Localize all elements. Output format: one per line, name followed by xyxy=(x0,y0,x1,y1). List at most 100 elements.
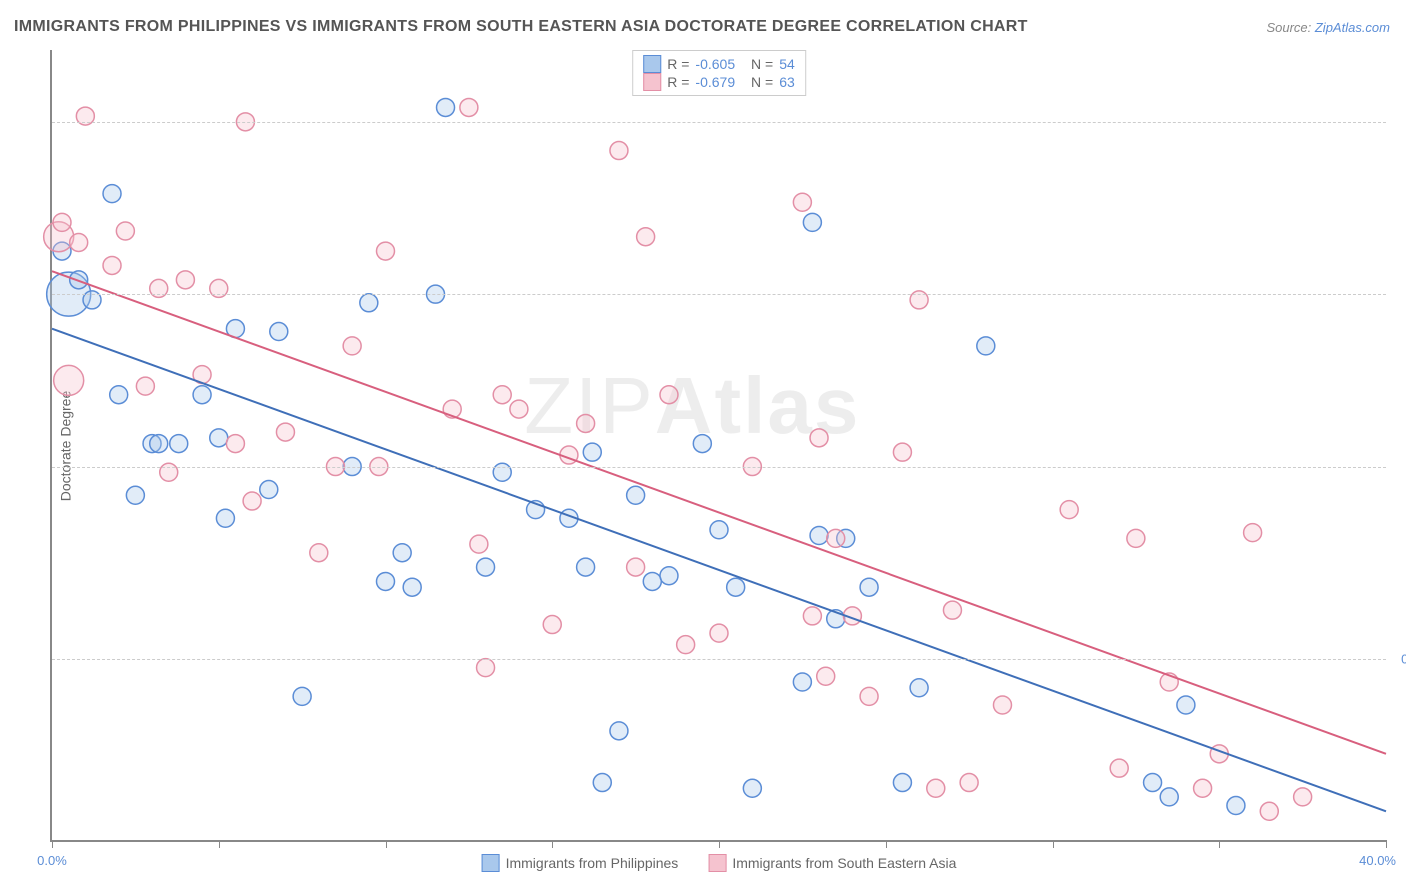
gridline xyxy=(52,122,1386,123)
n-label: N = xyxy=(751,56,773,72)
swatch-series-2-bottom xyxy=(708,854,726,872)
data-point xyxy=(993,696,1011,714)
data-point xyxy=(677,636,695,654)
r-value-2: -0.679 xyxy=(695,74,735,90)
data-point xyxy=(176,271,194,289)
correlation-legend: R = -0.605 N = 54 R = -0.679 N = 63 xyxy=(632,50,806,96)
x-tick xyxy=(886,840,887,848)
data-point xyxy=(493,386,511,404)
x-tick xyxy=(52,840,53,848)
data-point xyxy=(116,222,134,240)
gridline xyxy=(52,659,1386,660)
data-point xyxy=(510,400,528,418)
data-point xyxy=(136,377,154,395)
data-point xyxy=(1160,788,1178,806)
series-legend: Immigrants from Philippines Immigrants f… xyxy=(482,854,957,872)
data-point xyxy=(577,414,595,432)
source-prefix: Source: xyxy=(1266,20,1314,35)
data-point xyxy=(1127,529,1145,547)
data-point xyxy=(977,337,995,355)
n-value-2: 63 xyxy=(779,74,795,90)
data-point xyxy=(810,429,828,447)
data-point xyxy=(793,193,811,211)
n-value-1: 54 xyxy=(779,56,795,72)
data-point xyxy=(393,544,411,562)
data-point xyxy=(1227,797,1245,815)
source-attribution: Source: ZipAtlas.com xyxy=(1266,20,1390,35)
data-point xyxy=(803,213,821,231)
data-point xyxy=(927,779,945,797)
data-point xyxy=(293,687,311,705)
data-point xyxy=(803,607,821,625)
data-point xyxy=(110,386,128,404)
swatch-series-2 xyxy=(643,73,661,91)
data-point xyxy=(727,578,745,596)
data-point xyxy=(1194,779,1212,797)
data-point xyxy=(743,779,761,797)
y-tick-label: 0.63% xyxy=(1401,652,1406,667)
data-point xyxy=(660,386,678,404)
data-point xyxy=(477,558,495,576)
swatch-series-1-bottom xyxy=(482,854,500,872)
scatter-svg xyxy=(52,50,1386,840)
data-point xyxy=(643,572,661,590)
data-point xyxy=(610,142,628,160)
x-tick xyxy=(386,840,387,848)
legend-item-1: Immigrants from Philippines xyxy=(482,854,679,872)
data-point xyxy=(243,492,261,510)
x-tick xyxy=(552,840,553,848)
x-tick xyxy=(719,840,720,848)
data-point xyxy=(54,365,84,395)
data-point xyxy=(1260,802,1278,820)
data-point xyxy=(360,294,378,312)
data-point xyxy=(1177,696,1195,714)
data-point xyxy=(210,429,228,447)
data-point xyxy=(1144,774,1162,792)
data-point xyxy=(403,578,421,596)
data-point xyxy=(437,98,455,116)
legend-item-2: Immigrants from South Eastern Asia xyxy=(708,854,956,872)
data-point xyxy=(793,673,811,691)
n-label: N = xyxy=(751,74,773,90)
data-point xyxy=(960,774,978,792)
data-point xyxy=(310,544,328,562)
data-point xyxy=(860,687,878,705)
x-tick xyxy=(1219,840,1220,848)
chart-title: IMMIGRANTS FROM PHILIPPINES VS IMMIGRANT… xyxy=(14,18,1028,36)
data-point xyxy=(1110,759,1128,777)
data-point xyxy=(543,616,561,634)
data-point xyxy=(70,233,88,251)
gridline xyxy=(52,467,1386,468)
data-point xyxy=(270,323,288,341)
data-point xyxy=(103,256,121,274)
r-label: R = xyxy=(667,74,689,90)
data-point xyxy=(710,521,728,539)
data-point xyxy=(660,567,678,585)
data-point xyxy=(893,774,911,792)
legend-row-series-2: R = -0.679 N = 63 xyxy=(643,73,795,91)
data-point xyxy=(910,679,928,697)
data-point xyxy=(893,443,911,461)
data-point xyxy=(53,213,71,231)
data-point xyxy=(1060,501,1078,519)
x-tick xyxy=(1053,840,1054,848)
data-point xyxy=(583,443,601,461)
trend-line xyxy=(52,329,1386,812)
data-point xyxy=(103,185,121,203)
source-link[interactable]: ZipAtlas.com xyxy=(1315,20,1390,35)
data-point xyxy=(693,435,711,453)
data-point xyxy=(810,526,828,544)
data-point xyxy=(377,572,395,590)
data-point xyxy=(593,774,611,792)
series-2-name: Immigrants from South Eastern Asia xyxy=(732,855,956,871)
data-point xyxy=(477,659,495,677)
x-max-label: 40.0% xyxy=(1359,853,1396,868)
data-point xyxy=(126,486,144,504)
data-point xyxy=(860,578,878,596)
data-point xyxy=(817,667,835,685)
data-point xyxy=(260,481,278,499)
series-1-name: Immigrants from Philippines xyxy=(506,855,679,871)
data-point xyxy=(226,435,244,453)
chart-plot-area: ZIPAtlas R = -0.605 N = 54 R = -0.679 N … xyxy=(50,50,1386,842)
data-point xyxy=(577,558,595,576)
